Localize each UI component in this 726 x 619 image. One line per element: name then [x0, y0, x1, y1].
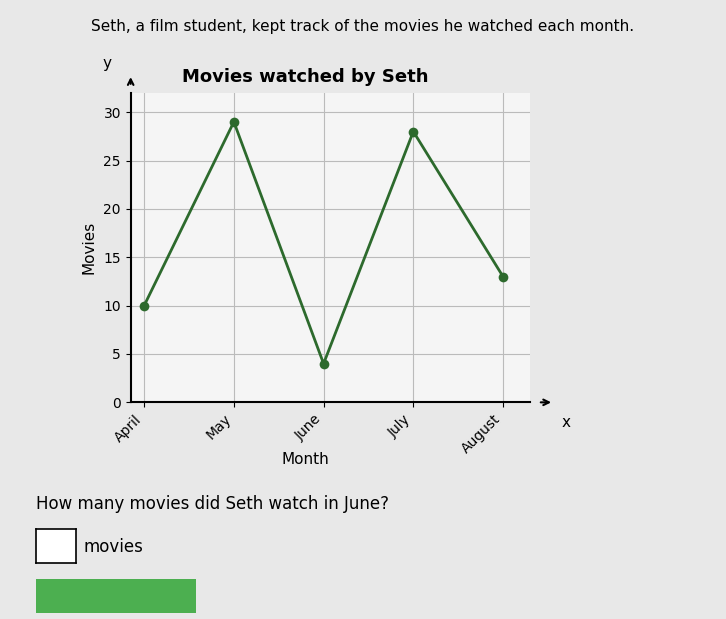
- Text: Movies watched by Seth: Movies watched by Seth: [182, 68, 428, 86]
- Text: Month: Month: [281, 452, 329, 467]
- Y-axis label: Movies: Movies: [81, 221, 97, 274]
- Text: x: x: [562, 415, 571, 430]
- Text: Seth, a film student, kept track of the movies he watched each month.: Seth, a film student, kept track of the …: [91, 19, 635, 33]
- Text: movies: movies: [83, 537, 143, 556]
- Text: y: y: [103, 56, 112, 71]
- Text: How many movies did Seth watch in June?: How many movies did Seth watch in June?: [36, 495, 389, 513]
